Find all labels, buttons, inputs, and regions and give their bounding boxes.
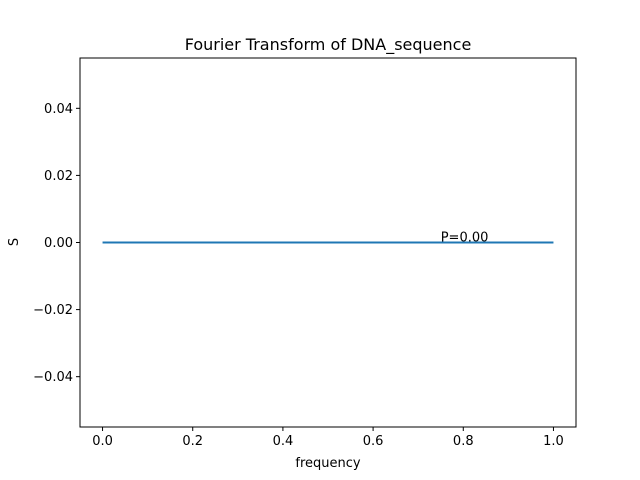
y-tick-label: −0.02 bbox=[33, 303, 73, 318]
x-tick-label: 0.4 bbox=[273, 434, 294, 449]
y-tick-label: 0.00 bbox=[44, 236, 73, 251]
x-tick-label: 0.8 bbox=[453, 434, 474, 449]
y-tick-label: −0.04 bbox=[33, 370, 73, 385]
plot-area: 0.0 0.2 0.4 0.6 0.8 1.0 −0.04 −0.02 0.00 0.02 0.04… bbox=[33, 57, 577, 449]
y-axis-label: S bbox=[7, 238, 22, 246]
x-axis-label: frequency bbox=[295, 456, 361, 471]
x-tick-label: 0.2 bbox=[182, 434, 203, 449]
annotation-label: P=0.00 bbox=[441, 231, 489, 246]
x-tick-label: 0.0 bbox=[92, 434, 113, 449]
chart-title: Fourier Transform of DNA_sequence bbox=[185, 35, 472, 55]
y-tick-label: 0.02 bbox=[44, 169, 73, 184]
x-tick-label: 1.0 bbox=[543, 434, 564, 449]
y-tick-label: 0.04 bbox=[44, 102, 73, 117]
x-tick-label: 0.6 bbox=[363, 434, 384, 449]
